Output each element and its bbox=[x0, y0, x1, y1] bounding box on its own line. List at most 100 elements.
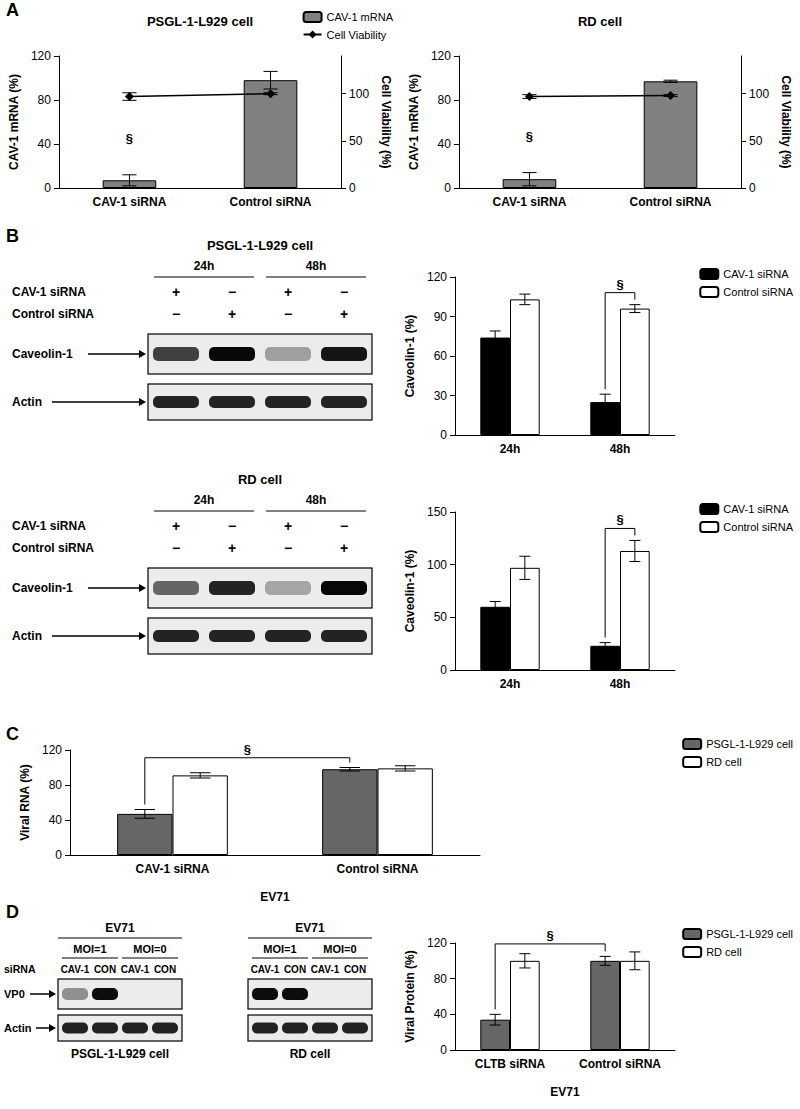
svg-text:Caveolin-1 (%): Caveolin-1 (%) bbox=[403, 315, 417, 398]
svg-text:CAV-1 siRNA: CAV-1 siRNA bbox=[136, 862, 210, 876]
svg-text:60: 60 bbox=[434, 349, 448, 363]
svg-text:40: 40 bbox=[49, 813, 63, 827]
svg-text:100: 100 bbox=[427, 558, 447, 572]
svg-text:120: 120 bbox=[427, 270, 447, 284]
svg-text:CON: CON bbox=[154, 964, 176, 975]
svg-text:CAV-1: CAV-1 bbox=[311, 964, 340, 975]
svg-text:120: 120 bbox=[427, 936, 447, 950]
svg-text:120: 120 bbox=[42, 743, 62, 757]
svg-text:PSGL-1-L929 cell: PSGL-1-L929 cell bbox=[706, 738, 793, 750]
svg-text:Control siRNA: Control siRNA bbox=[630, 195, 712, 209]
svg-text:CAV-1 siRNA: CAV-1 siRNA bbox=[723, 268, 789, 280]
svg-text:+: + bbox=[340, 540, 348, 556]
svg-text:CAV-1 siRNA: CAV-1 siRNA bbox=[12, 519, 86, 533]
svg-text:40: 40 bbox=[438, 137, 452, 151]
svg-text:CAV-1 siRNA: CAV-1 siRNA bbox=[12, 285, 86, 299]
svg-text:40: 40 bbox=[434, 1007, 448, 1021]
svg-text:−: − bbox=[228, 284, 236, 300]
svg-text:0: 0 bbox=[440, 428, 447, 442]
svg-text:40: 40 bbox=[38, 137, 52, 151]
svg-text:§: § bbox=[526, 129, 533, 144]
svg-text:+: + bbox=[284, 284, 292, 300]
svg-text:Viral RNA (%): Viral RNA (%) bbox=[18, 764, 32, 841]
svg-text:CON: CON bbox=[94, 964, 116, 975]
svg-text:CAV-1: CAV-1 bbox=[251, 964, 280, 975]
svg-text:−: − bbox=[172, 540, 180, 556]
svg-text:150: 150 bbox=[427, 505, 447, 519]
svg-text:CAV-1 mRNA (%): CAV-1 mRNA (%) bbox=[407, 74, 421, 170]
svg-text:120: 120 bbox=[31, 49, 51, 63]
svg-text:CAV-1: CAV-1 bbox=[61, 964, 90, 975]
svg-text:48h: 48h bbox=[610, 442, 631, 456]
svg-text:Caveolin-1 (%): Caveolin-1 (%) bbox=[403, 550, 417, 633]
svg-text:§: § bbox=[616, 512, 623, 527]
svg-text:Actin: Actin bbox=[12, 395, 42, 409]
svg-text:+: + bbox=[228, 306, 236, 322]
svg-text:CLTB siRNA: CLTB siRNA bbox=[475, 1057, 546, 1071]
svg-text:MOI=1: MOI=1 bbox=[263, 943, 296, 955]
svg-text:Cell Viability: Cell Viability bbox=[327, 29, 387, 41]
svg-text:80: 80 bbox=[49, 778, 63, 792]
svg-text:PSGL-1-L929 cell: PSGL-1-L929 cell bbox=[207, 238, 313, 253]
svg-text:PSGL-1-L929 cell: PSGL-1-L929 cell bbox=[71, 1047, 169, 1061]
svg-text:§: § bbox=[547, 928, 554, 943]
svg-text:0: 0 bbox=[349, 181, 356, 195]
svg-text:24h: 24h bbox=[194, 259, 215, 273]
svg-text:Control siRNA: Control siRNA bbox=[723, 521, 793, 533]
svg-text:Control siRNA: Control siRNA bbox=[12, 307, 94, 321]
svg-text:+: + bbox=[172, 518, 180, 534]
svg-text:EV71: EV71 bbox=[295, 921, 325, 935]
svg-text:Viral Protein (%): Viral Protein (%) bbox=[403, 950, 417, 1042]
svg-text:80: 80 bbox=[38, 93, 52, 107]
svg-text:50: 50 bbox=[349, 134, 363, 148]
svg-text:0: 0 bbox=[55, 848, 62, 862]
svg-text:MOI=0: MOI=0 bbox=[323, 943, 356, 955]
svg-text:RD cell: RD cell bbox=[238, 472, 282, 487]
svg-text:RD cell: RD cell bbox=[706, 946, 741, 958]
svg-text:0: 0 bbox=[44, 181, 51, 195]
svg-text:Cell Viability (%): Cell Viability (%) bbox=[379, 75, 393, 168]
svg-text:48h: 48h bbox=[610, 677, 631, 691]
svg-text:RD cell: RD cell bbox=[706, 756, 741, 768]
svg-text:90: 90 bbox=[434, 310, 448, 324]
svg-text:−: − bbox=[284, 306, 292, 322]
svg-text:CAV-1 mRNA (%): CAV-1 mRNA (%) bbox=[7, 74, 21, 170]
svg-text:siRNA: siRNA bbox=[4, 963, 36, 975]
svg-text:Control siRNA: Control siRNA bbox=[12, 541, 94, 555]
svg-text:0: 0 bbox=[440, 663, 447, 677]
svg-text:Control siRNA: Control siRNA bbox=[723, 286, 793, 298]
svg-text:CON: CON bbox=[284, 964, 306, 975]
svg-text:Actin: Actin bbox=[12, 629, 42, 643]
svg-text:80: 80 bbox=[434, 972, 448, 986]
svg-text:EV71: EV71 bbox=[550, 1085, 580, 1099]
svg-text:24h: 24h bbox=[500, 442, 521, 456]
svg-text:24h: 24h bbox=[500, 677, 521, 691]
svg-text:PSGL-1-L929 cell: PSGL-1-L929 cell bbox=[147, 14, 253, 29]
svg-text:0: 0 bbox=[440, 1043, 447, 1057]
svg-text:§: § bbox=[616, 277, 623, 292]
svg-text:RD cell: RD cell bbox=[290, 1047, 331, 1061]
svg-text:100: 100 bbox=[349, 87, 369, 101]
svg-text:24h: 24h bbox=[194, 493, 215, 507]
svg-text:EV71: EV71 bbox=[260, 890, 290, 904]
svg-text:50: 50 bbox=[749, 134, 763, 148]
svg-text:Control siRNA: Control siRNA bbox=[230, 195, 312, 209]
svg-text:−: − bbox=[284, 540, 292, 556]
svg-text:+: + bbox=[340, 306, 348, 322]
svg-text:+: + bbox=[172, 284, 180, 300]
svg-text:VP0: VP0 bbox=[4, 988, 25, 1000]
svg-text:PSGL-1-L929 cell: PSGL-1-L929 cell bbox=[706, 928, 793, 940]
svg-text:+: + bbox=[284, 518, 292, 534]
svg-text:Control siRNA: Control siRNA bbox=[579, 1057, 661, 1071]
svg-text:−: − bbox=[340, 284, 348, 300]
svg-text:Control siRNA: Control siRNA bbox=[337, 862, 419, 876]
svg-text:CAV-1 siRNA: CAV-1 siRNA bbox=[493, 195, 567, 209]
svg-text:0: 0 bbox=[444, 181, 451, 195]
svg-text:CAV-1: CAV-1 bbox=[121, 964, 150, 975]
svg-text:CAV-1 siRNA: CAV-1 siRNA bbox=[93, 195, 167, 209]
svg-text:Caveolin-1: Caveolin-1 bbox=[12, 347, 73, 361]
svg-text:CAV-1 siRNA: CAV-1 siRNA bbox=[723, 503, 789, 515]
svg-text:−: − bbox=[228, 518, 236, 534]
svg-text:+: + bbox=[228, 540, 236, 556]
svg-text:−: − bbox=[172, 306, 180, 322]
